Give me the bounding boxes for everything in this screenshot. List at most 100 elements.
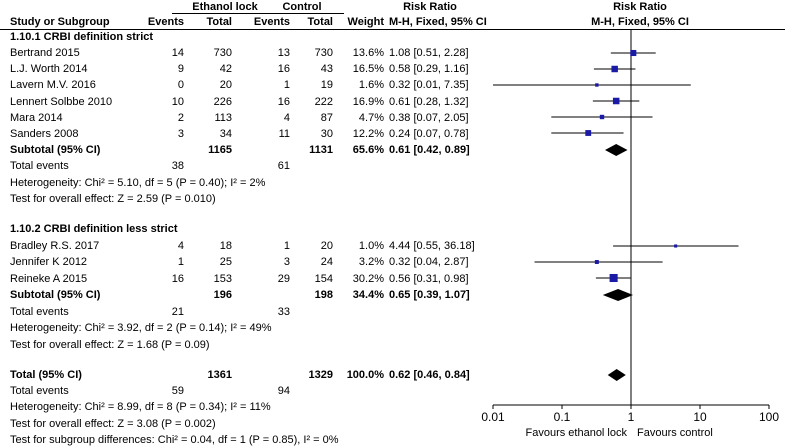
heterogeneity-text: Heterogeneity: Chi² = 3.92, df = 2 (P = … — [10, 322, 272, 334]
group2-rule — [238, 13, 344, 14]
study-events1: 4 — [177, 240, 184, 252]
total-events1: 21 — [171, 306, 184, 318]
study-total1: 18 — [219, 240, 232, 252]
study-marker — [595, 83, 599, 87]
study-name: Lennert Solbbe 2010 — [10, 95, 113, 108]
summary-diamond — [605, 144, 628, 156]
total-total2: 1329 — [308, 369, 333, 381]
study-name: Mara 2014 — [10, 111, 63, 124]
study-weight: 4.7% — [358, 111, 384, 124]
total-overall-effect-text: Test for overall effect: Z = 3.08 (P = 0… — [10, 418, 216, 430]
total-events1: 38 — [171, 160, 184, 172]
study-weight: 13.6% — [352, 47, 384, 59]
study-name: Jennifer K 2012 — [10, 256, 88, 269]
study-events1: 3 — [177, 128, 184, 140]
header-rule — [0, 29, 785, 30]
study-ci: 1.08 [0.51, 2.28] — [389, 47, 469, 59]
study-name: Reineke A 2015 — [10, 272, 88, 285]
risk-ratio-header-right: Risk Ratio — [613, 1, 667, 13]
subtotal-total2: 198 — [314, 289, 333, 301]
overall-effect-text: Test for overall effect: Z = 1.68 (P = 0… — [10, 339, 210, 351]
study-events2: 11 — [278, 128, 290, 140]
total-label: Total (95% CI) — [10, 369, 82, 381]
study-ci: 0.61 [0.28, 1.32] — [389, 95, 469, 108]
study-total1: 226 — [213, 95, 232, 108]
heterogeneity-text: Heterogeneity: Chi² = 5.10, df = 5 (P = … — [10, 177, 266, 189]
col-total2: Total — [307, 16, 333, 28]
study-weight: 30.2% — [352, 272, 384, 285]
study-marker — [599, 114, 605, 120]
x-tick-label: 0.01 — [481, 410, 505, 424]
study-events2: 29 — [277, 272, 290, 285]
study-events1: 2 — [177, 111, 184, 124]
study-name: Bertrand 2015 — [10, 47, 80, 59]
study-total2: 30 — [320, 128, 333, 140]
study-weight: 1.6% — [358, 79, 384, 92]
subtotal-ci: 0.65 [0.39, 1.07] — [389, 289, 470, 301]
study-name: Bradley R.S. 2017 — [10, 240, 100, 252]
study-weight: 16.9% — [352, 95, 384, 108]
total-events2: 33 — [277, 306, 290, 318]
study-name: Lavern M.V. 2016 — [10, 79, 96, 92]
study-total2: 20 — [320, 240, 333, 252]
subtotal-total1: 1165 — [208, 144, 232, 156]
x-tick-label: 10 — [693, 410, 707, 424]
study-ci: 0.24 [0.07, 0.78] — [389, 128, 469, 140]
study-total2: 19 — [320, 79, 333, 92]
favours-left-label: Favours ethanol lock — [526, 427, 628, 439]
study-total1: 25 — [219, 256, 232, 269]
study-events2: 3 — [283, 256, 290, 269]
study-weight: 16.5% — [352, 63, 384, 76]
subtotal-weight: 34.4% — [352, 289, 384, 301]
total-total1: 1361 — [207, 369, 232, 381]
total-events-label: Total events — [10, 306, 69, 318]
group2-header: Control — [282, 1, 322, 13]
subtotal-label: Subtotal (95% CI) — [10, 144, 101, 156]
study-total2: 24 — [320, 256, 333, 269]
study-marker — [611, 65, 618, 73]
subtotal-ci: 0.61 [0.42, 0.89] — [389, 144, 470, 156]
study-total2: 222 — [314, 95, 333, 108]
total-events-label: Total events — [10, 160, 69, 172]
study-ci: 0.32 [0.04, 2.87] — [389, 256, 469, 269]
col-total1: Total — [206, 16, 232, 28]
study-total1: 153 — [213, 272, 232, 285]
col-events2: Events — [253, 16, 290, 28]
subgroup-title: 1.10.1 CRBI definition strict — [10, 31, 154, 43]
study-ci: 4.44 [0.55, 36.18] — [389, 240, 475, 252]
subgroup-title: 1.10.2 CRBI definition less strict — [10, 223, 178, 235]
total-events-label: Total events — [10, 385, 69, 397]
study-events2: 4 — [283, 111, 290, 124]
subgroup-differences-text: Test for subgroup differences: Chi² = 0.… — [10, 434, 339, 446]
study-marker — [674, 244, 678, 248]
study-ci: 0.38 [0.07, 2.05] — [389, 111, 469, 124]
col-weight: Weight — [347, 16, 384, 28]
group1-header: Ethanol lock — [192, 1, 258, 13]
study-events1: 10 — [171, 95, 184, 108]
summary-diamond — [602, 289, 634, 301]
study-events1: 14 — [171, 47, 184, 59]
study-weight: 3.2% — [358, 256, 384, 269]
study-marker — [630, 49, 637, 57]
total-weight: 100.0% — [346, 369, 384, 381]
group1-rule — [172, 13, 276, 14]
col-ci-right: M-H, Fixed, 95% CI — [591, 16, 689, 28]
total-ci: 0.62 [0.46, 0.84] — [389, 369, 470, 381]
subtotal-weight: 65.6% — [352, 144, 384, 156]
study-ci: 0.58 [0.29, 1.16] — [389, 63, 469, 76]
risk-ratio-header-left: Risk Ratio — [403, 1, 457, 13]
study-marker — [594, 260, 599, 264]
study-events2: 16 — [277, 63, 290, 76]
study-weight: 12.2% — [352, 128, 384, 140]
study-total1: 730 — [213, 47, 232, 59]
col-study: Study or Subgroup — [10, 16, 110, 28]
study-name: L.J. Worth 2014 — [10, 63, 88, 76]
study-marker — [585, 130, 592, 136]
x-tick-label: 100 — [759, 410, 779, 424]
total-events2: 61 — [277, 160, 290, 172]
study-name: Sanders 2008 — [10, 128, 79, 140]
x-tick-label: 0.1 — [554, 410, 571, 424]
study-total2: 87 — [320, 111, 333, 124]
total-heterogeneity-text: Heterogeneity: Chi² = 8.99, df = 8 (P = … — [10, 401, 271, 413]
